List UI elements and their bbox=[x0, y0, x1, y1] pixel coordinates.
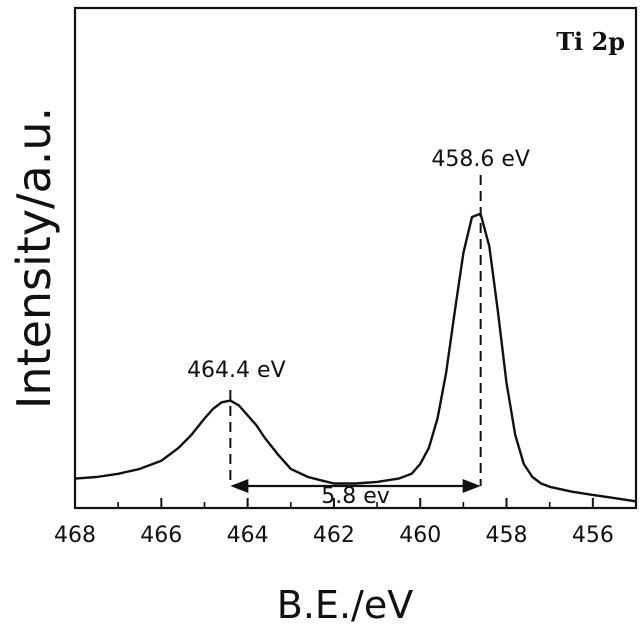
arrow-head-right bbox=[462, 479, 481, 493]
x-tick-label: 456 bbox=[572, 523, 614, 548]
series-group bbox=[74, 212, 637, 503]
x-axis-ticks bbox=[74, 498, 594, 508]
y-axis-label: Intensity/a.u. bbox=[7, 107, 61, 409]
chart-title: Ti 2p bbox=[556, 27, 625, 56]
annotations: 464.4 eV 458.6 eV 5.8 ev bbox=[187, 147, 530, 509]
x-axis-label: B.E./eV bbox=[277, 583, 413, 627]
peak-label: 458.6 eV bbox=[431, 147, 530, 172]
series-line bbox=[74, 212, 637, 503]
x-tick-label: 458 bbox=[486, 523, 528, 548]
arrow-head-left bbox=[230, 479, 249, 493]
x-tick-label: 466 bbox=[140, 523, 182, 548]
peak-label: 464.4 eV bbox=[187, 358, 286, 383]
x-tick-label: 460 bbox=[399, 523, 441, 548]
separation-label: 5.8 ev bbox=[321, 484, 390, 509]
x-tick-label: 462 bbox=[313, 523, 355, 548]
x-tick-label: 468 bbox=[54, 523, 96, 548]
x-tick-label: 464 bbox=[227, 523, 269, 548]
plot-frame bbox=[73, 6, 638, 510]
x-axis-tick-labels: 468 466 464 462 460 458 456 bbox=[54, 523, 614, 548]
